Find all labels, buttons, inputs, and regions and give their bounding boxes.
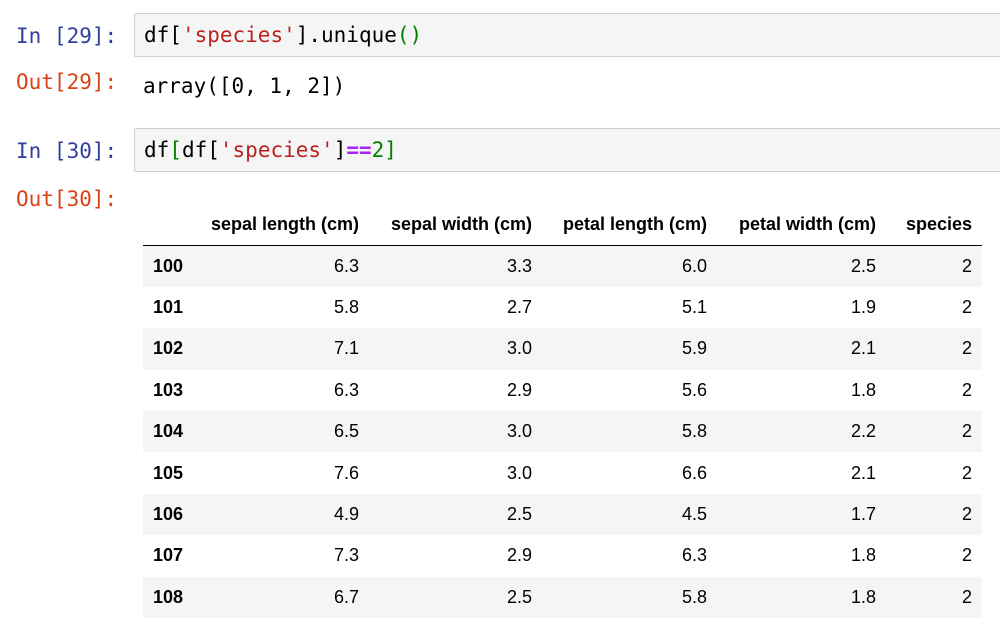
column-header: sepal width (cm): [369, 204, 542, 246]
table-cell: 6.3: [681, 545, 707, 566]
column-header: species: [886, 204, 982, 246]
table-cell: 2.5: [850, 255, 876, 276]
code-token-bracket: ]: [384, 138, 397, 162]
code-input-cell[interactable]: df[df['species']==2]: [134, 128, 1000, 172]
table-row: 106 4.9 2.5 4.5 1.7 2: [143, 493, 982, 536]
table-cell: 5.8: [333, 296, 359, 317]
table-cell: 3.3: [506, 255, 532, 276]
code-token: df[: [144, 23, 182, 47]
table-cell: 2: [961, 296, 972, 317]
table-row: 100 6.3 3.3 6.0 2.5 2: [143, 245, 982, 287]
table-cell: 7.6: [333, 462, 359, 483]
table-cell: 2: [961, 379, 972, 400]
table-cell: 2: [961, 586, 972, 607]
table-cell: 5.6: [681, 379, 707, 400]
table-cell: 7.1: [333, 338, 359, 359]
code-token: df: [144, 138, 170, 162]
output-prompt: Out[30]:: [16, 187, 118, 211]
table-cell: 1.7: [850, 503, 876, 524]
row-index: 102: [153, 338, 184, 359]
table-header-row: sepal length (cm) sepal width (cm) petal…: [143, 204, 982, 246]
output-prompt: Out[29]:: [16, 70, 118, 94]
table-row: 108 6.7 2.5 5.8 1.8 2: [143, 576, 982, 618]
table-cell: 4.9: [333, 503, 359, 524]
code-token: df[: [181, 138, 220, 162]
code-token-number: 2: [371, 138, 385, 162]
table-cell: 3.0: [506, 421, 532, 442]
table-cell: 2: [961, 545, 972, 566]
table-cell: 2.9: [506, 545, 532, 566]
table-cell: 6.0: [681, 255, 707, 276]
code-token: ].unique: [295, 23, 397, 47]
table-cell: 6.3: [333, 379, 359, 400]
table-cell: 2.9: [506, 379, 532, 400]
column-header: petal length (cm): [542, 204, 717, 246]
code-token-string: 'species': [181, 23, 296, 47]
row-index: 103: [153, 379, 184, 400]
row-index: 107: [153, 545, 184, 566]
row-index: 108: [153, 586, 184, 607]
table-cell: 6.3: [333, 255, 359, 276]
table-cell: 2.7: [506, 296, 532, 317]
table-cell: 2: [961, 421, 972, 442]
table-cell: 2.5: [506, 503, 532, 524]
column-header: petal width (cm): [717, 204, 886, 246]
table-cell: 2.1: [850, 338, 876, 359]
table-cell: 2: [961, 338, 972, 359]
code-token-bracket: [: [169, 138, 182, 162]
table-cell: 6.6: [681, 462, 707, 483]
table-cell: 5.1: [681, 296, 707, 317]
table-row: 102 7.1 3.0 5.9 2.1 2: [143, 328, 982, 370]
table-cell: 2: [961, 462, 972, 483]
table-row: 103 6.3 2.9 5.6 1.8 2: [143, 370, 982, 411]
table-row: 107 7.3 2.9 6.3 1.8 2: [143, 535, 982, 576]
code-token-operator: ==: [346, 138, 372, 162]
table-cell: 5.9: [681, 338, 707, 359]
table-cell: 5.8: [681, 421, 707, 442]
column-header: sepal length (cm): [195, 204, 369, 246]
table-cell: 1.8: [850, 545, 876, 566]
table-cell: 3.0: [506, 462, 532, 483]
input-prompt: In [30]:: [16, 139, 118, 163]
table-row: 104 6.5 3.0 5.8 2.2 2: [143, 410, 982, 453]
table-body: 100 6.3 3.3 6.0 2.5 2 101 5.8 2.7 5.1 1.9 2 102 7.1 3.…: [143, 245, 982, 618]
table-cell: 2.1: [850, 462, 876, 483]
index-header: [143, 204, 195, 246]
table-cell: 2: [961, 503, 972, 524]
table-cell: 5.8: [681, 586, 707, 607]
row-index: 100: [153, 255, 184, 276]
row-index: 105: [153, 462, 184, 483]
table-cell: 4.5: [681, 503, 707, 524]
code-token: ]: [333, 138, 347, 162]
row-index: 101: [153, 296, 184, 317]
table-cell: 3.0: [506, 338, 532, 359]
table-cell: 7.3: [333, 545, 359, 566]
dataframe-table: sepal length (cm) sepal width (cm) petal…: [143, 204, 982, 618]
code-input-cell[interactable]: df['species'].unique(): [134, 13, 1000, 57]
code-token-string: 'species': [219, 138, 334, 162]
table-cell: 6.7: [333, 586, 359, 607]
input-prompt: In [29]:: [16, 24, 118, 48]
output-text: array([0, 1, 2]): [143, 74, 346, 98]
table-cell: 2.2: [850, 421, 876, 442]
row-index: 106: [153, 503, 184, 524]
table-cell: 6.5: [333, 421, 359, 442]
table-cell: 2: [961, 255, 972, 276]
table-row: 105 7.6 3.0 6.6 2.1 2: [143, 452, 982, 493]
code-token-paren: (): [396, 23, 423, 47]
table-row: 101 5.8 2.7 5.1 1.9 2: [143, 287, 982, 328]
table-cell: 1.8: [850, 586, 876, 607]
table-cell: 1.8: [850, 379, 876, 400]
table-cell: 2.5: [506, 586, 532, 607]
table-cell: 1.9: [850, 296, 876, 317]
row-index: 104: [153, 421, 184, 442]
